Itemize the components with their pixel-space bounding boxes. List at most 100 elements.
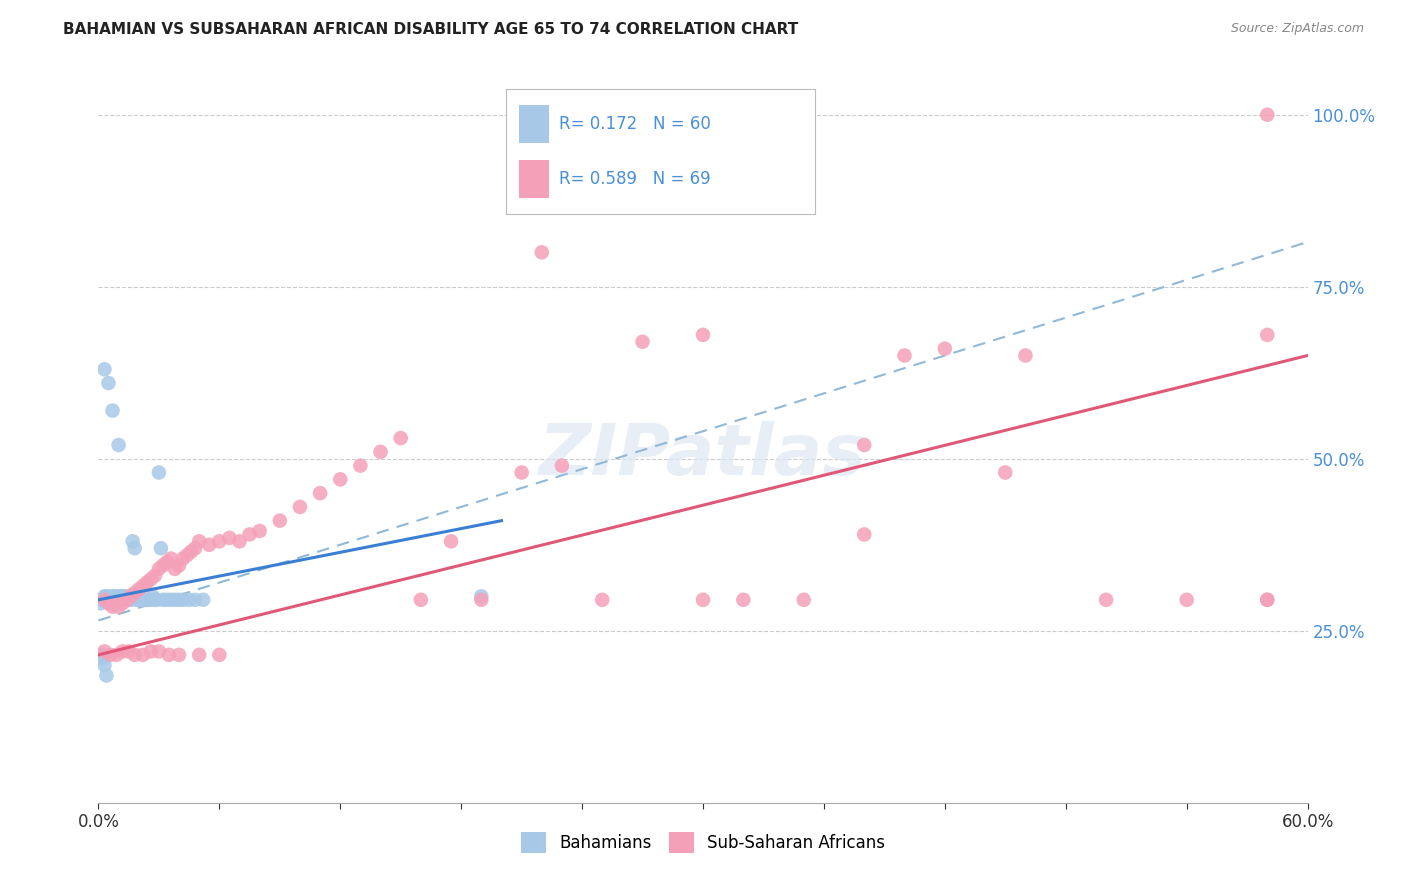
Point: [1095, 592, 1118, 607]
Point: [157, 648, 180, 662]
Point: [100, 592, 122, 607]
Point: [132, 648, 155, 662]
Point: [179, 592, 201, 607]
Point: [100, 648, 122, 662]
Point: [208, 534, 231, 549]
Point: [107, 592, 129, 607]
Point: [118, 590, 141, 604]
Point: [692, 592, 714, 607]
Point: [129, 592, 152, 607]
Point: [93, 362, 115, 376]
Point: [103, 592, 125, 607]
Point: [128, 582, 150, 597]
Point: [121, 534, 143, 549]
Legend: Bahamians, Sub-Saharan Africans: Bahamians, Sub-Saharan Africans: [515, 826, 891, 860]
Point: [893, 349, 915, 363]
Point: [115, 592, 138, 607]
Point: [93, 592, 115, 607]
Point: [103, 590, 125, 604]
Text: ZIPatlas: ZIPatlas: [540, 422, 866, 491]
Point: [101, 599, 124, 614]
Point: [125, 592, 148, 607]
Point: [105, 648, 128, 662]
Point: [510, 466, 533, 480]
Point: [143, 568, 166, 582]
Point: [96, 590, 118, 604]
Point: [934, 342, 956, 356]
Point: [120, 590, 142, 604]
Point: [167, 558, 190, 573]
Point: [163, 562, 186, 576]
Point: [198, 538, 221, 552]
Point: [309, 486, 332, 500]
Point: [551, 458, 574, 473]
Point: [156, 555, 179, 569]
Point: [143, 592, 166, 607]
Point: [188, 534, 211, 549]
Point: [370, 445, 392, 459]
Point: [288, 500, 311, 514]
Point: [176, 548, 198, 562]
Point: [146, 592, 169, 607]
Point: [249, 524, 271, 538]
Point: [124, 586, 146, 600]
Point: [93, 592, 115, 607]
Point: [188, 648, 211, 662]
Point: [148, 644, 170, 658]
Point: [128, 590, 150, 604]
Point: [152, 558, 174, 573]
Point: [97, 590, 120, 604]
Point: [156, 592, 179, 607]
Point: [93, 658, 115, 673]
Point: [132, 592, 155, 607]
Point: [134, 592, 156, 607]
Point: [105, 590, 128, 604]
Text: BAHAMIAN VS SUBSAHARAN AFRICAN DISABILITY AGE 65 TO 74 CORRELATION CHART: BAHAMIAN VS SUBSAHARAN AFRICAN DISABILIT…: [63, 22, 799, 37]
Text: R= 0.589   N = 69: R= 0.589 N = 69: [558, 170, 710, 188]
Point: [110, 592, 132, 607]
Point: [184, 592, 207, 607]
Point: [184, 541, 207, 556]
Point: [120, 590, 142, 604]
Point: [135, 575, 157, 590]
Point: [530, 245, 553, 260]
Point: [128, 592, 150, 607]
Point: [107, 438, 129, 452]
Point: [114, 590, 136, 604]
Point: [1256, 108, 1278, 122]
Point: [93, 590, 115, 604]
Point: [124, 541, 146, 556]
Point: [149, 541, 172, 556]
Point: [440, 534, 463, 549]
Point: [101, 590, 124, 604]
Point: [329, 472, 352, 486]
Point: [115, 592, 138, 607]
Point: [193, 592, 215, 607]
Point: [163, 592, 186, 607]
Text: R= 0.172   N = 60: R= 0.172 N = 60: [558, 115, 710, 133]
Point: [631, 334, 654, 349]
Point: [96, 668, 118, 682]
Point: [1256, 592, 1278, 607]
Point: [239, 527, 262, 541]
Point: [853, 527, 876, 541]
Point: [139, 644, 162, 658]
Point: [1175, 592, 1198, 607]
Point: [172, 592, 194, 607]
Point: [114, 592, 136, 607]
Point: [172, 551, 194, 566]
Point: [853, 438, 876, 452]
Point: [470, 590, 492, 604]
Point: [111, 592, 134, 607]
Point: [132, 579, 155, 593]
Point: [218, 531, 240, 545]
Point: [107, 599, 129, 614]
Point: [118, 644, 141, 658]
Point: [93, 644, 115, 658]
Point: [89, 648, 111, 662]
Point: [103, 596, 125, 610]
Point: [105, 592, 128, 607]
Point: [107, 590, 129, 604]
Point: [269, 514, 291, 528]
Point: [111, 644, 134, 658]
